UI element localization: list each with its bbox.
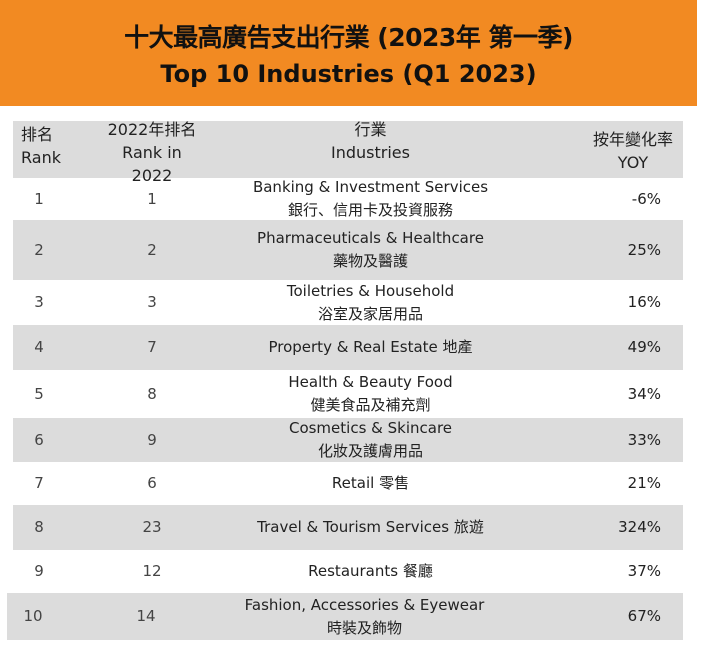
rank-2022-cell: 12: [142, 562, 162, 580]
industry-cell: Travel & Tourism Services 旅遊: [257, 518, 484, 536]
industry-cell: Pharmaceuticals & Healthcare 藥物及醫護: [257, 229, 484, 270]
header-rank: 排名 Rank: [21, 125, 61, 167]
yoy-cell: 49%: [627, 338, 661, 356]
table-row: 9 12 Restaurants 餐廳 37%: [13, 550, 683, 593]
industry-cell: Fashion, Accessories & Eyewear 時裝及飾物: [244, 595, 485, 637]
yoy-cell: 25%: [627, 240, 661, 259]
header-yoy: 按年變化率 YOY: [592, 130, 673, 172]
rank-2022-cell: 8: [147, 384, 157, 403]
yoy-cell: 34%: [627, 384, 661, 403]
rank-cell: 10: [23, 607, 43, 625]
rank-2022-cell: 3: [147, 293, 157, 311]
table-row: 2 2 Pharmaceuticals & Healthcare 藥物及醫護 25%: [13, 220, 683, 280]
industry-cell: Cosmetics & Skincare 化妝及護膚用品: [288, 419, 453, 460]
rank-2022-cell: 23: [142, 518, 162, 536]
rank-cell: 5: [34, 384, 44, 403]
table-row: 7 6 Retail 零售 21%: [13, 462, 683, 505]
table-row: 4 7 Property & Real Estate 地產 49%: [13, 325, 683, 370]
rank-cell: 8: [34, 518, 44, 536]
industry-cell: Banking & Investment Services 銀行、信用卡及投資服務: [252, 178, 489, 219]
rank-cell: 3: [34, 293, 44, 311]
title-english: Top 10 Industries (Q1 2023): [160, 60, 537, 88]
yoy-cell: 33%: [627, 430, 661, 449]
title-chinese: 十大最高廣告支出行業 (2023年 第一季): [124, 23, 573, 52]
industry-cell: Health & Beauty Food 健美食品及補充劑: [288, 373, 453, 414]
header-industries: 行業 Industries: [331, 120, 410, 162]
rank-cell: 1: [34, 189, 44, 208]
rank-cell: 4: [34, 338, 44, 356]
rank-cell: 2: [34, 240, 44, 259]
rank-2022-cell: 7: [147, 338, 157, 356]
title-banner: 十大最高廣告支出行業 (2023年 第一季) Top 10 Industries…: [0, 0, 697, 106]
industry-cell: Restaurants 餐廳: [308, 562, 433, 580]
rank-cell: 7: [34, 474, 44, 492]
yoy-cell: 324%: [618, 518, 661, 536]
table-row: 10 14 Fashion, Accessories & Eyewear 時裝及飾物 6…: [7, 593, 683, 640]
rank-2022-cell: 6: [147, 474, 157, 492]
yoy-cell: 37%: [627, 562, 661, 580]
header-rank-2022: 2022年排名 Rank in 2022: [107, 120, 197, 185]
rank-2022-cell: 1: [147, 189, 157, 208]
table-row: 8 23 Travel & Tourism Services 旅遊 324%: [13, 505, 683, 550]
yoy-cell: 16%: [627, 293, 661, 311]
industry-cell: Property & Real Estate 地產: [268, 338, 473, 356]
rank-cell: 9: [34, 562, 44, 580]
industry-cell: Toiletries & Household 浴室及家居用品: [286, 281, 455, 323]
table-row: 1 1 Banking & Investment Services 銀行、信用卡及投資…: [13, 178, 683, 220]
yoy-cell: -6%: [631, 189, 661, 208]
industry-cell: Retail 零售: [331, 474, 410, 492]
rank-2022-cell: 9: [147, 430, 157, 449]
yoy-cell: 21%: [627, 474, 661, 492]
rank-2022-cell: 14: [136, 607, 156, 625]
table-row: 3 3 Toiletries & Household 浴室及家居用品 16%: [13, 280, 683, 325]
table-row: 6 9 Cosmetics & Skincare 化妝及護膚用品 33%: [13, 418, 683, 462]
table-header: 排名 Rank 2022年排名 Rank in 2022 行業 Industries …: [13, 120, 683, 185]
rank-cell: 6: [34, 430, 44, 449]
table-row: 5 8 Health & Beauty Food 健美食品及補充劑 34%: [13, 370, 683, 418]
yoy-cell: 67%: [627, 607, 661, 625]
rank-2022-cell: 2: [147, 240, 157, 259]
